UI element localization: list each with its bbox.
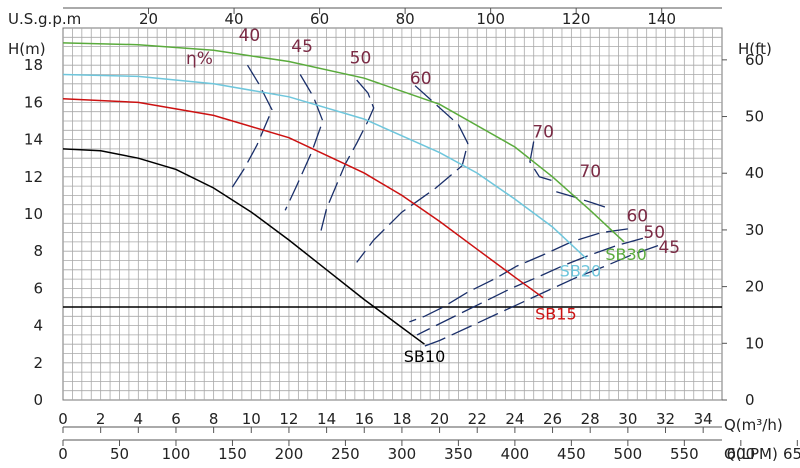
y-tick-label: 4 [33,317,43,335]
y-tick-label: 12 [24,168,43,186]
top-tick-label: 80 [396,10,415,28]
lpm-tick-label: 550 [670,445,699,463]
efficiency-curve [230,64,273,191]
right-tick-label: 60 [745,51,764,69]
x-tick-label: 10 [242,410,261,428]
series-label-sb30: SB30 [605,245,647,264]
lpm-tick-label: 100 [162,445,191,463]
x-tick-label: 32 [656,410,675,428]
x-tick-label: 16 [355,410,374,428]
right-tick-label: 0 [745,391,755,409]
top-axis-label: U.S.g.p.m [8,10,81,28]
y-tick-label: 2 [33,354,43,372]
y-tick-label: 14 [24,131,43,149]
lpm-tick-label: 50 [110,445,129,463]
x-tick-label: 20 [430,410,449,428]
lpm-axis-label: Q(LPM) [724,445,778,463]
efficiency-curve [556,191,610,210]
y-tick-label: 10 [24,205,43,223]
x-tick-label: 4 [134,410,144,428]
x-tick-label: 18 [392,410,411,428]
x-tick-label: 30 [618,410,637,428]
efficiency-curve [284,74,324,211]
top-tick-label: 40 [225,10,244,28]
y-tick-label: 6 [33,279,43,297]
x-tick-label: 0 [58,410,68,428]
y-tick-label: 8 [33,242,43,260]
lpm-tick-label: 350 [444,445,473,463]
efficiency-curve [409,228,628,323]
series-label-sb20: SB20 [560,262,602,281]
efficiency-curve [320,79,375,231]
tick-labels: 0 2 4 6 8 10 12 14 16 18 20 22 24 26 28 30 32 340 50 100 150… [24,8,800,463]
x-tick-label: 2 [96,410,106,428]
y-tick-label: 0 [33,391,43,409]
series-line-sb30 [62,42,625,243]
right-tick-label: 10 [745,334,764,352]
efficiency-label: 70 [579,162,601,182]
right-axis-label: H(ft) [738,40,772,58]
efficiency-label: 45 [291,37,313,57]
x-tick-label: 22 [468,410,487,428]
efficiency-label: 60 [410,69,432,89]
x-tick-label: 6 [171,410,181,428]
right-tick-label: 20 [745,278,764,296]
efficiency-label: 50 [350,48,372,68]
series-line-sb15 [62,97,544,299]
grid [62,7,723,441]
efficiency-curve [416,237,644,336]
series-line-sb20 [62,73,587,260]
lpm-tick-label: 450 [557,445,586,463]
right-tick-label: 50 [745,108,764,126]
top-tick-label: 120 [562,10,591,28]
lpm-tick-label: 250 [331,445,360,463]
right-tick-label: 40 [745,164,764,182]
top-tick-label: 20 [139,10,158,28]
top-tick-label: 100 [476,10,505,28]
top-tick-label: 60 [310,10,329,28]
lpm-tick-label: 500 [614,445,643,463]
efficiency-label: 70 [532,123,554,143]
x-tick-label: 12 [279,410,298,428]
x-tick-label: 24 [505,410,524,428]
x-tick-label: 28 [581,410,600,428]
x-tick-label: 26 [543,410,562,428]
series-line-sb10 [62,148,425,345]
lpm-tick-label: 650 [783,445,800,463]
efficiency-curve [529,141,559,184]
lpm-tick-label: 150 [218,445,247,463]
lpm-tick-label: 400 [501,445,530,463]
efficiency-label: 40 [239,26,261,46]
lpm-tick-label: 0 [58,445,68,463]
top-tick-label: 140 [647,10,676,28]
efficiency-label: 45 [658,238,680,258]
series-lines [62,42,625,345]
efficiency-label: 50 [643,223,665,243]
lpm-tick-label: 300 [388,445,417,463]
right-tick-label: 30 [745,221,764,239]
left-axis-label: H(m) [8,40,46,58]
y-tick-label: 16 [24,93,43,111]
bottom-axis-label: Q(m³/h) [724,416,783,434]
x-tick-label: 14 [317,410,336,428]
efficiency-symbol: η% [186,49,213,69]
efficiency-label: 60 [626,206,648,226]
x-tick-label: 8 [209,410,219,428]
y-tick-label: 18 [24,56,43,74]
lpm-tick-label: 600 [727,445,756,463]
x-tick-label: 34 [694,410,713,428]
series-label-sb15: SB15 [535,305,577,324]
axis-labels: U.S.g.p.m H(m) H(ft) Q(m³/h) Q(LPM) [8,10,783,463]
lpm-tick-label: 200 [275,445,304,463]
series-label-sb10: SB10 [404,347,446,366]
